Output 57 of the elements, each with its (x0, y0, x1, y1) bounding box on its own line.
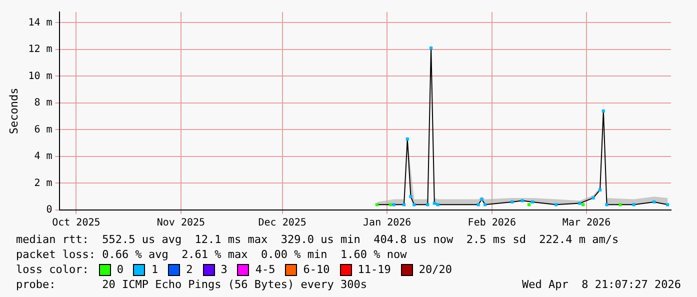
legend-label: 11-19 (358, 262, 391, 277)
point (602, 109, 605, 113)
point (480, 198, 484, 201)
text: Wed Apr 8 21:07:27 2026 (522, 277, 681, 292)
point (388, 203, 392, 206)
point (412, 203, 416, 206)
y-tick-label: 14 m (28, 17, 52, 28)
text: probe: 20 ICMP Echo Pings (56 Bytes) every 300s (16, 277, 367, 292)
x-tick-label: Mar 2026 (562, 218, 611, 229)
y-axis-title: Seconds (7, 88, 20, 134)
text: median rtt: 552.5 us avg 12.1 ms max 329.0 us min 404.8 us now 2.5 ms sd 222.4 m am/s (16, 232, 620, 247)
y-tick-label: 2 m (34, 178, 52, 189)
x-tick-label: Jan 2026 (363, 218, 412, 229)
point (652, 200, 656, 204)
point (476, 203, 480, 206)
point (582, 203, 585, 206)
point (510, 200, 514, 204)
point (632, 203, 636, 206)
point (484, 203, 487, 206)
legend-label: 4-5 (255, 262, 276, 277)
y-tick-label: 0 (46, 204, 52, 216)
point (592, 196, 595, 200)
point (432, 202, 436, 205)
x-tick-label: Dec 2025 (258, 218, 306, 229)
x-tick-label: Nov 2025 (156, 218, 206, 229)
point (392, 203, 396, 206)
point (530, 200, 534, 204)
point (527, 203, 531, 206)
legend-label: 20/20 (418, 262, 452, 277)
y-tick-label: 6 m (34, 124, 52, 136)
y-tick-label: 10 m (28, 70, 52, 82)
point (520, 199, 524, 202)
point (436, 203, 440, 206)
y-tick-label: 8 m (34, 98, 52, 109)
point (666, 203, 670, 206)
y-tick-label: 4 m (34, 151, 52, 162)
point (375, 203, 379, 206)
text: packet loss: 0.66 % avg 2.61 % max 0.00 % min 1.60 % now (16, 247, 408, 262)
point (406, 138, 409, 141)
point (426, 203, 430, 206)
x-tick-label: Feb 2026 (468, 218, 516, 229)
legend-label: 6-10 (303, 262, 330, 277)
point (554, 203, 558, 206)
x-tick-label: Oct 2025 (52, 218, 100, 229)
point (578, 202, 582, 205)
point (618, 203, 622, 206)
y-tick-label: 12 m (28, 44, 52, 56)
point (429, 46, 433, 50)
point (409, 195, 412, 198)
legend-label: 2 (186, 262, 193, 277)
legend-label: 1 (151, 262, 158, 277)
legend-title: loss color: (16, 262, 89, 277)
legend-label: 0 (116, 262, 124, 277)
point (598, 188, 602, 192)
point (605, 203, 608, 206)
point (402, 203, 406, 206)
legend-label: 3 (220, 262, 228, 277)
